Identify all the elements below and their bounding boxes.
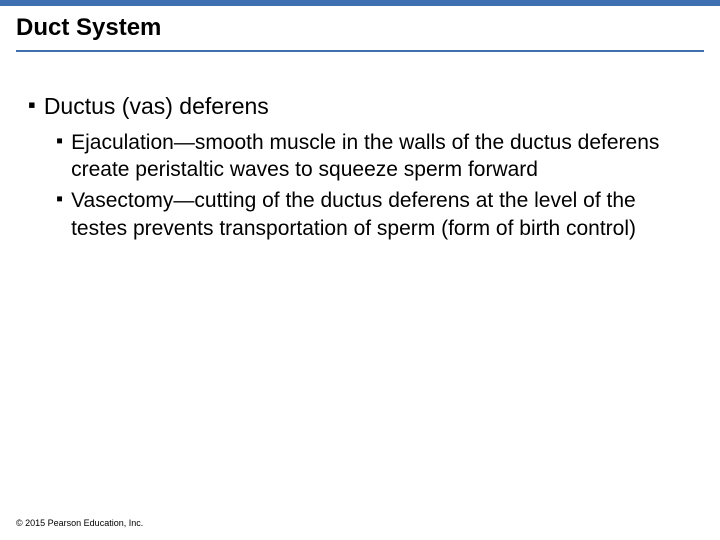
copyright-footer: © 2015 Pearson Education, Inc. [16,518,143,528]
slide: Duct System ▪ Ductus (vas) deferens ▪ Ej… [0,0,720,540]
level2-text-1: Vasectomy—cutting of the ductus deferens… [71,187,692,242]
content-area: ▪ Ductus (vas) deferens ▪ Ejaculation—sm… [0,52,720,242]
bullet-level2: ▪ Ejaculation—smooth muscle in the walls… [56,129,692,184]
bullet-icon: ▪ [28,92,36,118]
bullet-level2: ▪ Vasectomy—cutting of the ductus defere… [56,187,692,242]
bullet-icon: ▪ [56,129,63,154]
bullet-icon: ▪ [56,187,63,212]
title-area: Duct System [0,6,720,46]
slide-title: Duct System [16,14,704,42]
level2-text-0: Ejaculation—smooth muscle in the walls o… [71,129,692,184]
level1-text: Ductus (vas) deferens [44,92,269,121]
bullet-level1: ▪ Ductus (vas) deferens [28,92,692,121]
